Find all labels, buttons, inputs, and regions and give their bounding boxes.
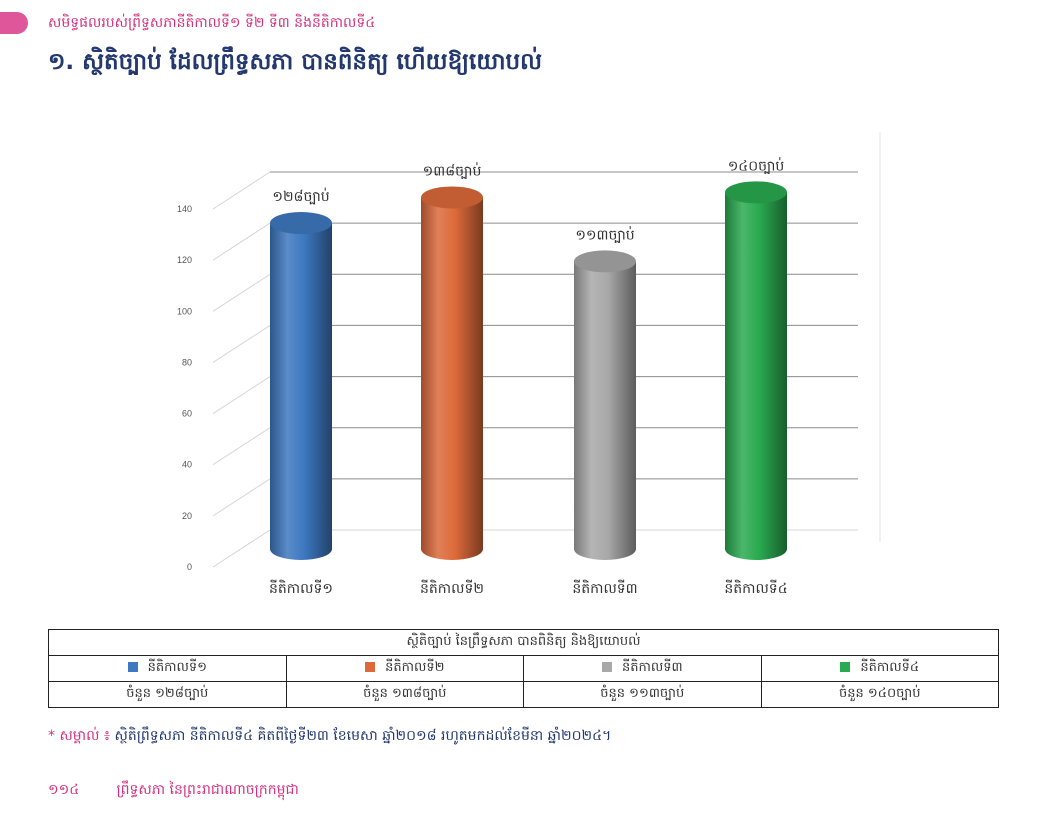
running-header: សមិទ្ធផលរបស់ព្រឹទ្ធសភានីតិកាលទី១ ទី២ ទី៣…: [48, 15, 376, 31]
gridline-diagonal: [212, 478, 271, 517]
y-tick-label: 60: [182, 409, 192, 419]
gridline-diagonal: [212, 325, 271, 363]
y-tick-label: 100: [177, 306, 192, 316]
bar-chart-svg: 0 20 40 60 80 100 120 140 ១២៨ច្បាប់ ១៣៨ច្បាប់១១៣…: [177, 132, 881, 597]
gridline-diagonal: [212, 427, 271, 466]
legend-label: នីតិកាលទី២: [385, 660, 445, 675]
legend-count-term-1: ចំនួន ១២៨ច្បាប់: [48, 681, 287, 708]
legend-label: នីតិកាលទី១: [147, 660, 207, 675]
bar-top: [574, 250, 636, 273]
data-label: ១៣៨ច្បាប់: [423, 161, 482, 179]
bar-body: [270, 223, 332, 561]
data-label: ១៤០ច្បាប់: [728, 156, 785, 174]
legend-cell-term-2: នីតិកាលទី២: [285, 655, 524, 682]
category-label: នីតិកាលទី៣: [572, 579, 637, 597]
chart-category-labels: នីតិកាលទី១ នីតិកាលទី២ នីតិកាលទី៣ នីតិកាលទី៤: [269, 579, 788, 597]
gridline-diagonal: [212, 222, 271, 261]
bar-chart: 0 20 40 60 80 100 120 140 ១២៨ច្បាប់ ១៣៨ច្បាប់១១៣…: [177, 132, 881, 597]
page-number: ១១៤: [48, 782, 80, 798]
footnote-label: * សម្គាល់ ៖: [48, 728, 111, 744]
legend-table-count-row: ចំនួន ១២៨ច្បាប់ ចំនួន ១៣៨ច្បាប់ ចំនួន ១១…: [48, 681, 999, 708]
y-tick-label: 80: [182, 357, 192, 367]
data-label: ១១៣ច្បាប់: [575, 225, 634, 243]
legend-label: នីតិកាលទី៣: [621, 660, 683, 675]
gridline-diagonal: [212, 376, 271, 414]
legend-label: នីតិកាលទី៤: [860, 660, 920, 675]
bar-body: [421, 197, 483, 560]
y-tick-label: 20: [182, 511, 192, 521]
footnote-text: ស្ថិតិព្រឹទ្ធសភា នីតិកាលទី៤ គិតពីថ្ងៃទី២…: [114, 728, 612, 744]
chart-y-ticks: 0 20 40 60 80 100 120 140: [177, 204, 192, 572]
y-tick-label: 120: [177, 255, 192, 265]
bar: [574, 250, 636, 560]
legend-cell-term-4: នីតិកាលទី៤: [760, 655, 999, 682]
y-tick-label: 40: [182, 460, 192, 470]
bar-body: [725, 192, 787, 560]
gridline-diagonal: [212, 273, 271, 312]
category-label: នីតិកាលទី២: [420, 579, 484, 597]
bar-top: [725, 181, 787, 204]
legend-swatch-orange: [365, 661, 376, 672]
bar: [725, 181, 787, 560]
bar-body: [574, 261, 636, 560]
footnote: * សម្គាល់ ៖ ស្ថិតិព្រឹទ្ធសភា នីតិកាលទី៤ …: [48, 726, 611, 747]
category-label: នីតិកាលទី៤: [724, 579, 787, 597]
data-label: ១២៨ច្បាប់: [272, 187, 329, 205]
legend-swatch-gray: [601, 661, 612, 672]
page-footer: ១១៤ ព្រឹទ្ធសភា នៃព្រះរាជាណាចក្រកម្ពុជា: [48, 780, 299, 801]
header-tab-marker: [0, 12, 28, 34]
legend-count-term-2: ចំនួន ១៣៨ច្បាប់: [285, 681, 524, 708]
bar: [421, 186, 483, 560]
chart-data-labels: ១២៨ច្បាប់ ១៣៨ច្បាប់១១៣ច្បាប់ ១៤០ច្បាប់: [272, 156, 784, 243]
publication-name: ព្រឹទ្ធសភា នៃព្រះរាជាណាចក្រកម្ពុជា: [116, 782, 299, 798]
y-tick-label: 0: [187, 562, 192, 572]
category-label: នីតិកាលទី១: [269, 579, 333, 597]
bar-top: [421, 186, 483, 209]
chart-bars: [270, 181, 787, 561]
legend-swatch-blue: [127, 661, 138, 672]
legend-cell-term-3: នីតិកាលទី៣: [523, 655, 762, 682]
bar: [270, 212, 332, 561]
legend-swatch-green: [840, 661, 851, 672]
legend-cell-term-1: នីតិកាលទី១: [48, 655, 287, 682]
legend-table-label-row: នីតិកាលទី១ នីតិកាលទី២ នីតិកាលទី៣ នីតិកាល…: [48, 655, 999, 682]
gridline-diagonal: [212, 171, 271, 210]
legend-table-caption: ស្ថិតិច្បាប់ នៃព្រឹទ្ធសភា បានពិនិត្យ និង…: [48, 629, 999, 656]
legend-count-term-4: ចំនួន ១៤០ច្បាប់: [760, 681, 999, 708]
y-tick-label: 140: [177, 204, 192, 214]
section-title: ១. ស្ថិតិច្បាប់ ដែលព្រឹទ្ធសភា បានពិនិត្យ…: [48, 49, 543, 75]
gridline-diagonal: [212, 529, 271, 568]
legend-table: ស្ថិតិច្បាប់ នៃព្រឹទ្ធសភា បានពិនិត្យ និង…: [48, 629, 999, 708]
bar-top: [270, 212, 332, 235]
legend-count-term-3: ចំនួន ១១៣ច្បាប់: [523, 681, 762, 708]
